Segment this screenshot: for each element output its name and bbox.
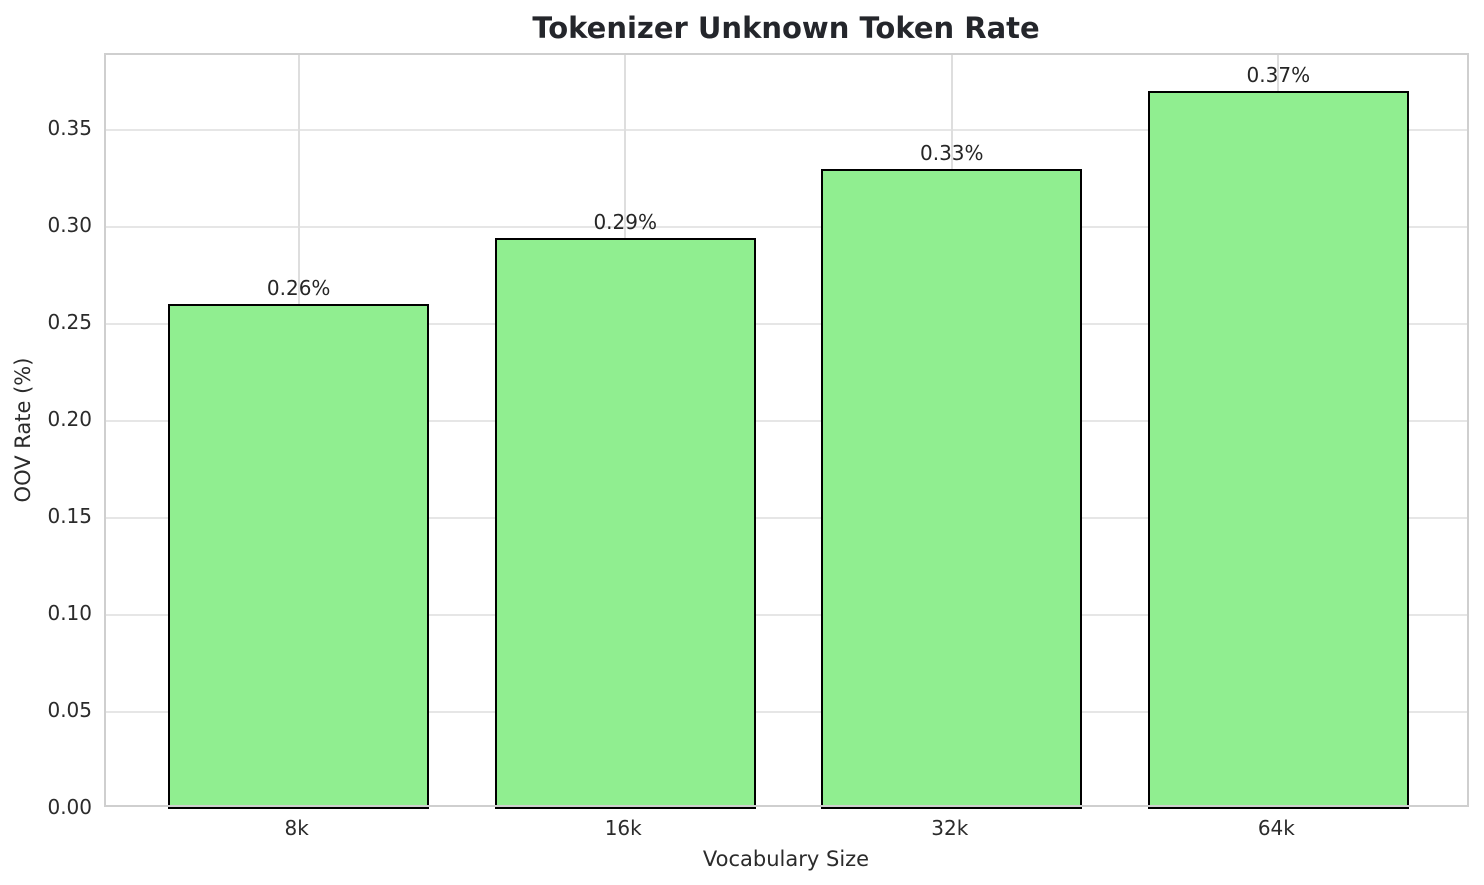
bar-value-label: 0.33%: [919, 140, 984, 165]
y-tick-label: 0.30: [47, 212, 92, 237]
y-tick-label: 0.05: [47, 697, 92, 722]
x-axis-label: Vocabulary Size: [702, 847, 870, 871]
bar-value-label: 0.29%: [593, 210, 657, 235]
x-tick-label: 32k: [931, 816, 969, 840]
h-gridline: [106, 613, 1467, 616]
plot-area: 0.26% 0.29% 0.33% 0.37%: [104, 53, 1469, 809]
y-tick-label: 0.15: [47, 503, 92, 528]
bar-value-label: 0.26%: [266, 276, 331, 301]
x-tick-label: 64k: [1257, 816, 1295, 840]
bar: [494, 238, 756, 809]
y-tick-label: 0.25: [47, 309, 92, 334]
bar: [1147, 90, 1409, 809]
h-gridline: [106, 710, 1467, 713]
bar: [168, 304, 430, 809]
chart-title: Tokenizer Unknown Token Rate: [532, 11, 1040, 45]
y-tick-label: 0.10: [47, 600, 92, 625]
h-gridline: [106, 128, 1467, 131]
h-gridline: [106, 419, 1467, 422]
bar-value-label: 0.37%: [1246, 62, 1311, 87]
y-tick-label: 0.00: [47, 795, 92, 819]
bar: [821, 168, 1083, 809]
h-gridline: [106, 225, 1467, 228]
x-tick-label: 8k: [284, 816, 309, 840]
h-gridline: [106, 322, 1467, 325]
x-tick-label: 16k: [604, 816, 642, 840]
y-tick-label: 0.35: [47, 115, 92, 140]
h-gridline: [106, 516, 1467, 519]
y-tick-label: 0.20: [47, 406, 92, 431]
x-axis-line: [106, 805, 1467, 807]
